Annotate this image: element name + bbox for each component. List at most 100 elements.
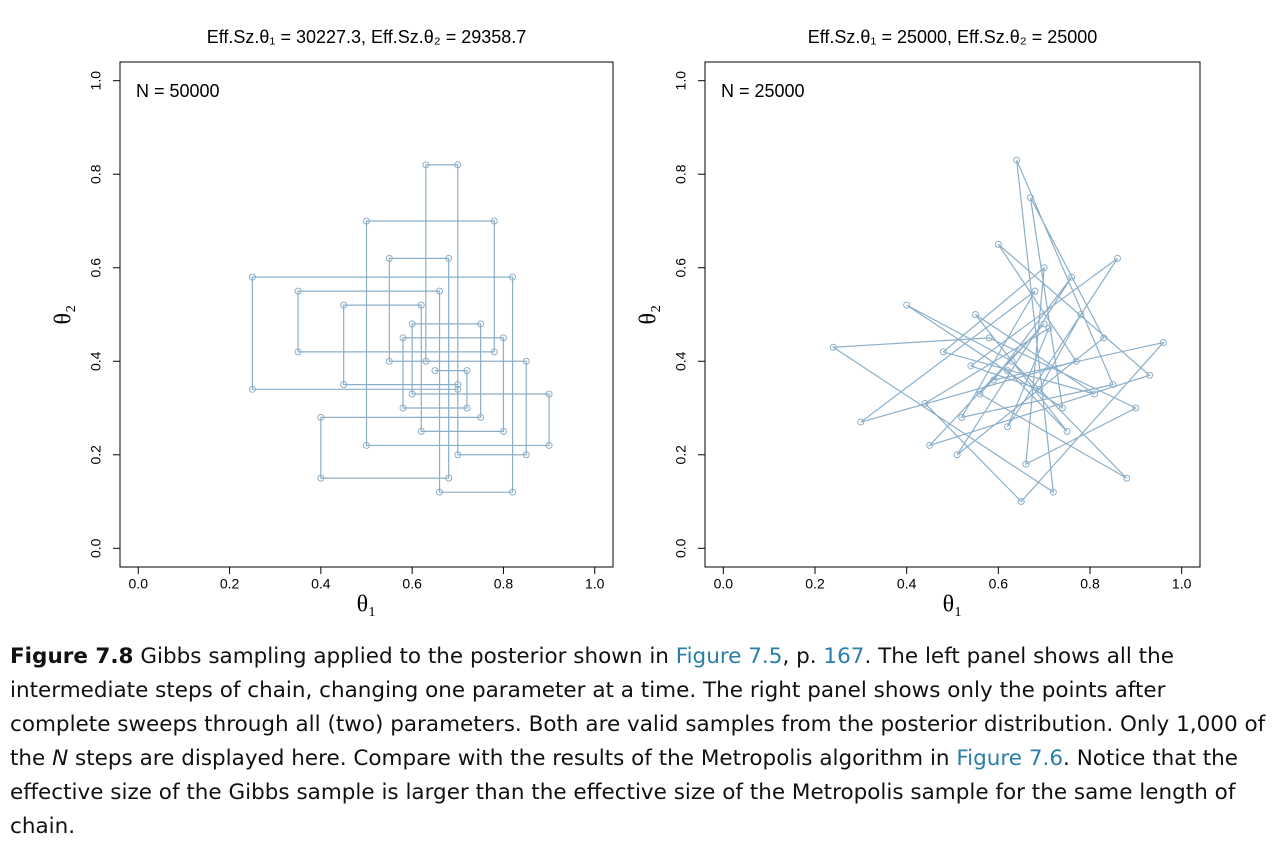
sample-point [1072,357,1080,365]
sample-point [1022,460,1030,468]
sample-point [939,348,947,356]
sample-point [509,273,517,281]
sample-point [317,474,325,482]
sample-point [417,427,425,435]
sample-point [499,334,507,342]
sample-point [1123,474,1131,482]
caption-link[interactable]: Figure 7.5 [675,644,783,669]
annotation: N = 50000 [136,81,220,101]
sample-point [399,404,407,412]
y-tick-label: 0.4 [673,351,689,371]
sample-point [994,240,1002,248]
x-tick-label: 0.0 [714,576,734,592]
sample-point [317,413,325,421]
sample-point [477,413,485,421]
y-tick-label: 0.4 [88,351,104,371]
y-tick-label: 0.8 [673,164,689,184]
sample-point [1063,427,1071,435]
sample-point [1114,254,1121,262]
sample-point [976,390,984,398]
sample-point [985,334,993,342]
chart-title: Eff.Sz.θ₁ = 30227.3, Eff.Sz.θ₂ = 29358.7 [207,27,527,47]
caption-plain: . Notice that the effective size of the … [10,746,1239,839]
sample-point [967,362,975,370]
chart-title: Eff.Sz.θ₁ = 25000, Eff.Sz.θ₂ = 25000 [808,27,1098,47]
sample-point [1146,371,1154,379]
sample-point [445,254,453,262]
y-tick-label: 0.0 [88,538,104,558]
sample-point [926,441,934,449]
caption-link[interactable]: 167 [823,644,865,669]
sample-point [422,357,430,365]
sample-point [522,451,530,459]
caption: Figure 7.8 Gibbs sampling applied to the… [10,640,1268,844]
sample-point [971,311,979,318]
plot-frame [119,61,614,568]
y-tick-label: 0.2 [673,445,689,465]
sample-point [436,488,444,496]
sample-point [1100,334,1108,342]
x-tick-label: 0.4 [897,576,917,592]
sample-point [1013,156,1021,164]
sample-point [499,427,507,435]
sample-point [1049,488,1057,496]
sample-point [463,404,471,412]
sample-point [545,441,553,449]
sample-point [399,334,407,342]
caption-link[interactable]: Figure 7.6 [956,746,1064,771]
sample-point [509,488,517,496]
caption-plain: , p. [782,644,824,669]
x-tick-label: 1.0 [585,576,605,592]
sample-point [477,320,485,328]
sample-point [340,381,348,389]
sample-point [454,451,462,459]
sample-point [408,390,416,398]
sample-point [903,301,911,309]
sample-point [958,413,966,421]
y-axis-label: θ₂ [51,305,77,325]
sample-point [990,376,998,384]
sample-point [545,390,553,398]
sample-point [1091,390,1099,398]
y-tick-label: 0.0 [673,538,689,558]
sample-point [1059,404,1066,412]
sample-point [1008,357,1016,365]
chain-path [251,164,550,493]
caption-plain: . The left panel shows all the intermedi… [10,644,1266,771]
figure: Eff.Sz.θ₁ = 30227.3, Eff.Sz.θ₂ = 29358.7… [51,27,1201,618]
sample-point [422,161,430,169]
sample-point [1031,287,1039,295]
sample-point [1017,498,1025,506]
caption-plain: Gibbs sampling applied to the posterior … [133,644,676,669]
plot-frame [704,61,1201,568]
chain-path [831,159,1166,503]
sample-point [436,287,444,295]
annotation: N = 25000 [721,81,805,101]
sample-point [454,161,462,169]
sample-point [417,301,425,309]
sample-point [1045,325,1053,333]
x-axis-label: θ₁ [357,592,377,618]
caption-bold: Figure 7.8 [10,644,134,669]
y-axis-label: θ₂ [636,305,662,325]
sample-point [1109,381,1117,389]
sample-point [857,418,865,426]
sample-point [522,357,530,365]
sample-point [363,441,370,449]
sample-point [408,320,416,328]
sample-point [248,385,256,393]
x-tick-label: 0.8 [1080,576,1100,592]
sample-point [340,301,348,309]
sample-point [829,343,837,351]
sample-point [363,217,370,225]
x-tick-label: 0.6 [989,576,1009,592]
sample-point [490,217,498,225]
y-tick-label: 0.2 [88,445,104,465]
sample-point [248,273,256,281]
sample-point [1077,311,1085,318]
x-tick-label: 0.4 [311,576,331,592]
x-axis-label: θ₁ [943,592,963,618]
y-tick-label: 0.6 [88,258,104,278]
sample-point [385,357,393,365]
